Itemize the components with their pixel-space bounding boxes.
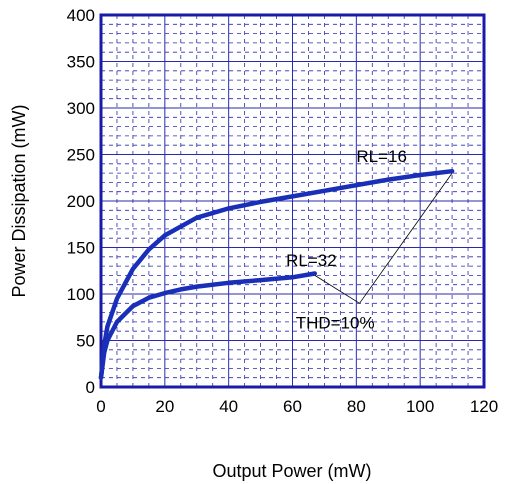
- x-tick-label: 100: [406, 397, 434, 416]
- x-tick-label: 80: [347, 397, 366, 416]
- y-tick-label: 350: [67, 53, 95, 72]
- series-line-rl32: [98, 271, 318, 380]
- y-tick-label: 150: [67, 239, 95, 258]
- y-tick-label: 0: [86, 378, 95, 397]
- x-axis-ticks: 0 20 40 60 80 100 120: [96, 397, 498, 416]
- x-tick-label: 20: [155, 397, 174, 416]
- series-line-rl16: [98, 168, 455, 380]
- x-tick-label: 0: [96, 397, 105, 416]
- annotation-layer: RL=16 RL=32 THD=10%: [286, 147, 453, 332]
- y-tick-label: 250: [67, 146, 95, 165]
- y-axis-label: Power Dissipation (mW): [9, 104, 29, 297]
- annotation-thd: THD=10%: [296, 313, 375, 332]
- y-tick-label: 400: [67, 6, 95, 25]
- thd-leader-line-rl32: [314, 275, 360, 304]
- grid: [101, 15, 484, 387]
- y-tick-label: 300: [67, 99, 95, 118]
- thd-leader-line-rl16: [359, 172, 453, 304]
- plot-frame: [99, 13, 486, 389]
- y-tick-label: 50: [76, 332, 95, 351]
- x-tick-label: 40: [219, 397, 238, 416]
- y-tick-label: 200: [67, 192, 95, 211]
- series-layer: [98, 168, 455, 380]
- annotation-rl16: RL=16: [356, 147, 407, 166]
- x-tick-label: 60: [283, 397, 302, 416]
- x-tick-label: 120: [470, 397, 498, 416]
- x-axis-label: Output Power (mW): [212, 461, 371, 481]
- y-tick-label: 100: [67, 285, 95, 304]
- annotation-rl32: RL=32: [286, 251, 337, 270]
- y-axis-ticks: 0 50 100 150 200 250 300 350 400: [67, 6, 95, 397]
